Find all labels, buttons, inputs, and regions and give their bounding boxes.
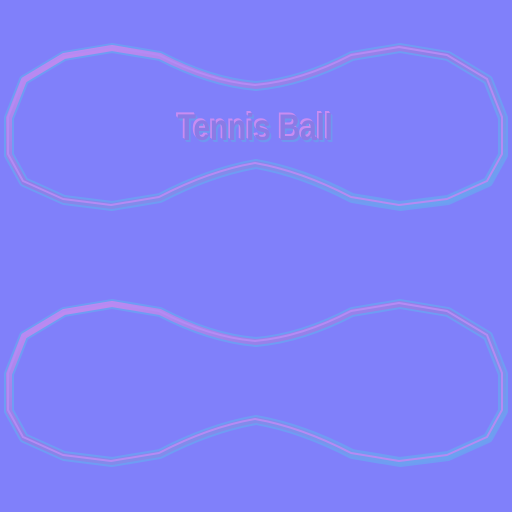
tennis-ball-label: Tennis Ball [177,107,333,148]
